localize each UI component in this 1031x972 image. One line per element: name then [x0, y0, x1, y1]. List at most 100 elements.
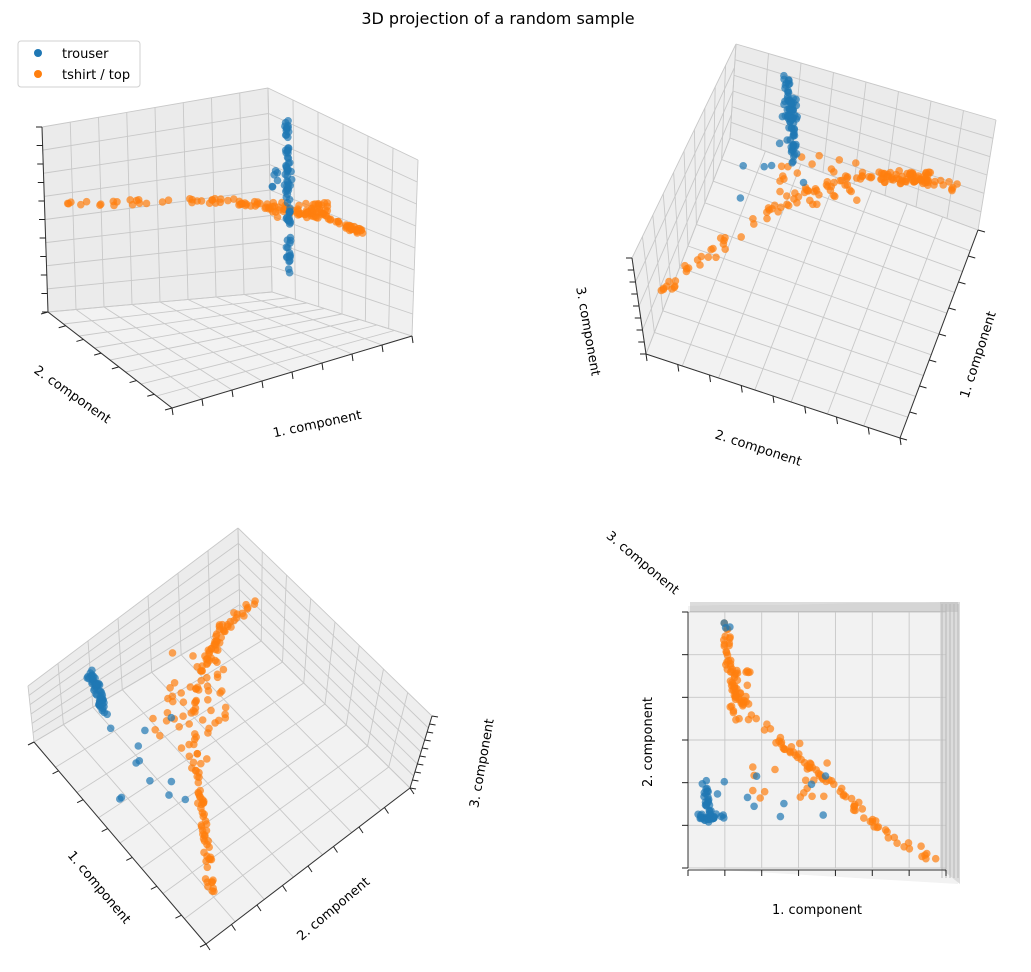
point-tshirt — [909, 176, 917, 185]
point-trouser — [96, 687, 105, 696]
point-tshirt — [199, 799, 208, 807]
point-trouser — [790, 128, 798, 137]
point-tshirt — [808, 792, 816, 801]
sp2-floor-grid — [827, 203, 908, 415]
sp2-y-tick — [772, 395, 775, 404]
sp2-floor-grid — [713, 180, 963, 273]
point-tshirt — [233, 610, 241, 618]
point-tshirt — [884, 834, 893, 842]
point-tshirt — [223, 620, 232, 629]
point-trouser — [705, 810, 714, 818]
point-tshirt — [776, 187, 784, 196]
sp1-y-tick — [147, 393, 155, 397]
sp2-y-tick — [804, 406, 807, 414]
point-tshirt — [815, 151, 823, 160]
sp2-floor-grid — [721, 159, 971, 252]
point-tshirt — [82, 197, 91, 206]
legend: trouser tshirt / top — [17, 40, 141, 88]
point-trouser — [167, 713, 176, 722]
sp1-y-tick — [94, 352, 102, 356]
point-tshirt — [806, 763, 814, 772]
point-tshirt — [884, 172, 893, 181]
point-tshirt — [801, 776, 810, 785]
pane-floor — [48, 292, 412, 408]
sp1-right-grid — [269, 189, 416, 249]
sp1-x-tick — [261, 380, 264, 389]
sp3-z-tick — [409, 787, 417, 790]
sp3-y-tick — [358, 826, 364, 834]
sp1-left-grid — [44, 189, 271, 220]
point-tshirt — [221, 703, 230, 712]
sp3-z-tick — [427, 731, 434, 734]
sp2-x-tick — [948, 307, 956, 311]
point-trouser — [286, 239, 294, 247]
point-tshirt — [771, 765, 779, 774]
point-tshirt — [871, 817, 880, 825]
point-trouser — [760, 162, 768, 171]
sp3-y-tick — [409, 787, 415, 795]
sp1-right-grid — [268, 113, 418, 183]
point-trouser — [285, 249, 294, 257]
point-trouser — [788, 107, 797, 115]
point-trouser — [181, 795, 190, 804]
point-trouser — [780, 71, 788, 80]
subplot2-xlabel: 1. component — [958, 310, 1000, 400]
sp2-floor-grid — [687, 245, 940, 335]
point-tshirt — [890, 833, 899, 842]
point-tshirt — [931, 854, 940, 863]
point-trouser — [752, 772, 761, 780]
sp1-y-tick — [129, 380, 137, 384]
point-trouser — [284, 149, 292, 157]
legend-frame — [17, 40, 141, 88]
point-trouser — [720, 814, 728, 822]
point-trouser — [702, 776, 711, 785]
point-trouser — [284, 180, 293, 188]
point-tshirt — [207, 706, 215, 715]
point-tshirt — [302, 199, 310, 208]
point-tshirt — [847, 187, 855, 196]
sp1-x-tick — [381, 344, 384, 353]
point-tshirt — [811, 185, 820, 193]
sp2-y-tick — [677, 364, 680, 372]
point-trouser — [778, 112, 787, 121]
subplot3-xlabel: 1. component — [64, 848, 133, 927]
point-tshirt — [793, 199, 801, 207]
subplot3-ylabel: 2. component — [294, 875, 373, 944]
point-trouser — [819, 811, 827, 819]
point-tshirt — [212, 637, 221, 645]
sp1-floor-grid — [94, 308, 325, 349]
sp3-x-tick — [101, 828, 108, 833]
point-tshirt — [179, 698, 188, 706]
sp3-x-tick — [76, 799, 84, 804]
sp1-left-grid — [44, 164, 270, 197]
point-tshirt — [197, 197, 206, 205]
point-tshirt — [729, 707, 738, 715]
point-tshirt — [793, 169, 802, 177]
point-tshirt — [760, 787, 769, 796]
pane-floor — [34, 620, 410, 944]
sp2-back-grid — [733, 74, 991, 158]
point-tshirt — [203, 755, 211, 763]
sp2-x-tick — [977, 229, 986, 233]
point-tshirt — [203, 863, 212, 872]
sp2-back-grid — [734, 59, 994, 139]
point-trouser — [720, 777, 729, 786]
point-tshirt — [197, 759, 205, 768]
point-tshirt — [204, 729, 212, 737]
point-tshirt — [194, 686, 203, 694]
sp2-floor-grid — [679, 267, 932, 356]
point-tshirt — [839, 791, 848, 800]
point-tshirt — [168, 649, 177, 657]
point-trouser — [789, 114, 797, 122]
sp3-z-tick — [424, 739, 431, 742]
point-tshirt — [728, 678, 736, 687]
point-tshirt — [240, 612, 248, 620]
point-tshirt — [722, 647, 730, 656]
sp3-floor-grid — [119, 703, 326, 844]
point-tshirt — [189, 758, 198, 767]
point-trouser — [271, 167, 280, 175]
sp1-x-tick — [231, 389, 234, 398]
point-tshirt — [197, 823, 206, 831]
point-trouser — [103, 710, 111, 719]
sp1-y-tick — [164, 407, 173, 411]
